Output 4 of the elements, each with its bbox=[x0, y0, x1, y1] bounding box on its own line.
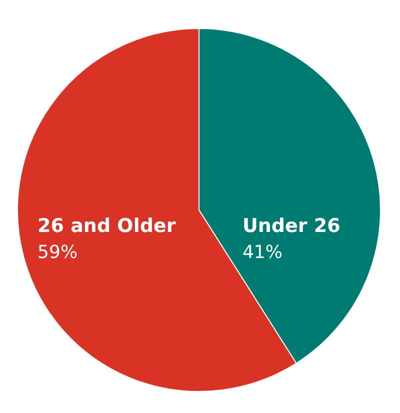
slice-label: 26 and Older bbox=[38, 215, 176, 237]
slice-label: Under 26 bbox=[242, 215, 340, 237]
data-label: 41% bbox=[242, 242, 282, 263]
data-label: 59% bbox=[38, 242, 78, 263]
